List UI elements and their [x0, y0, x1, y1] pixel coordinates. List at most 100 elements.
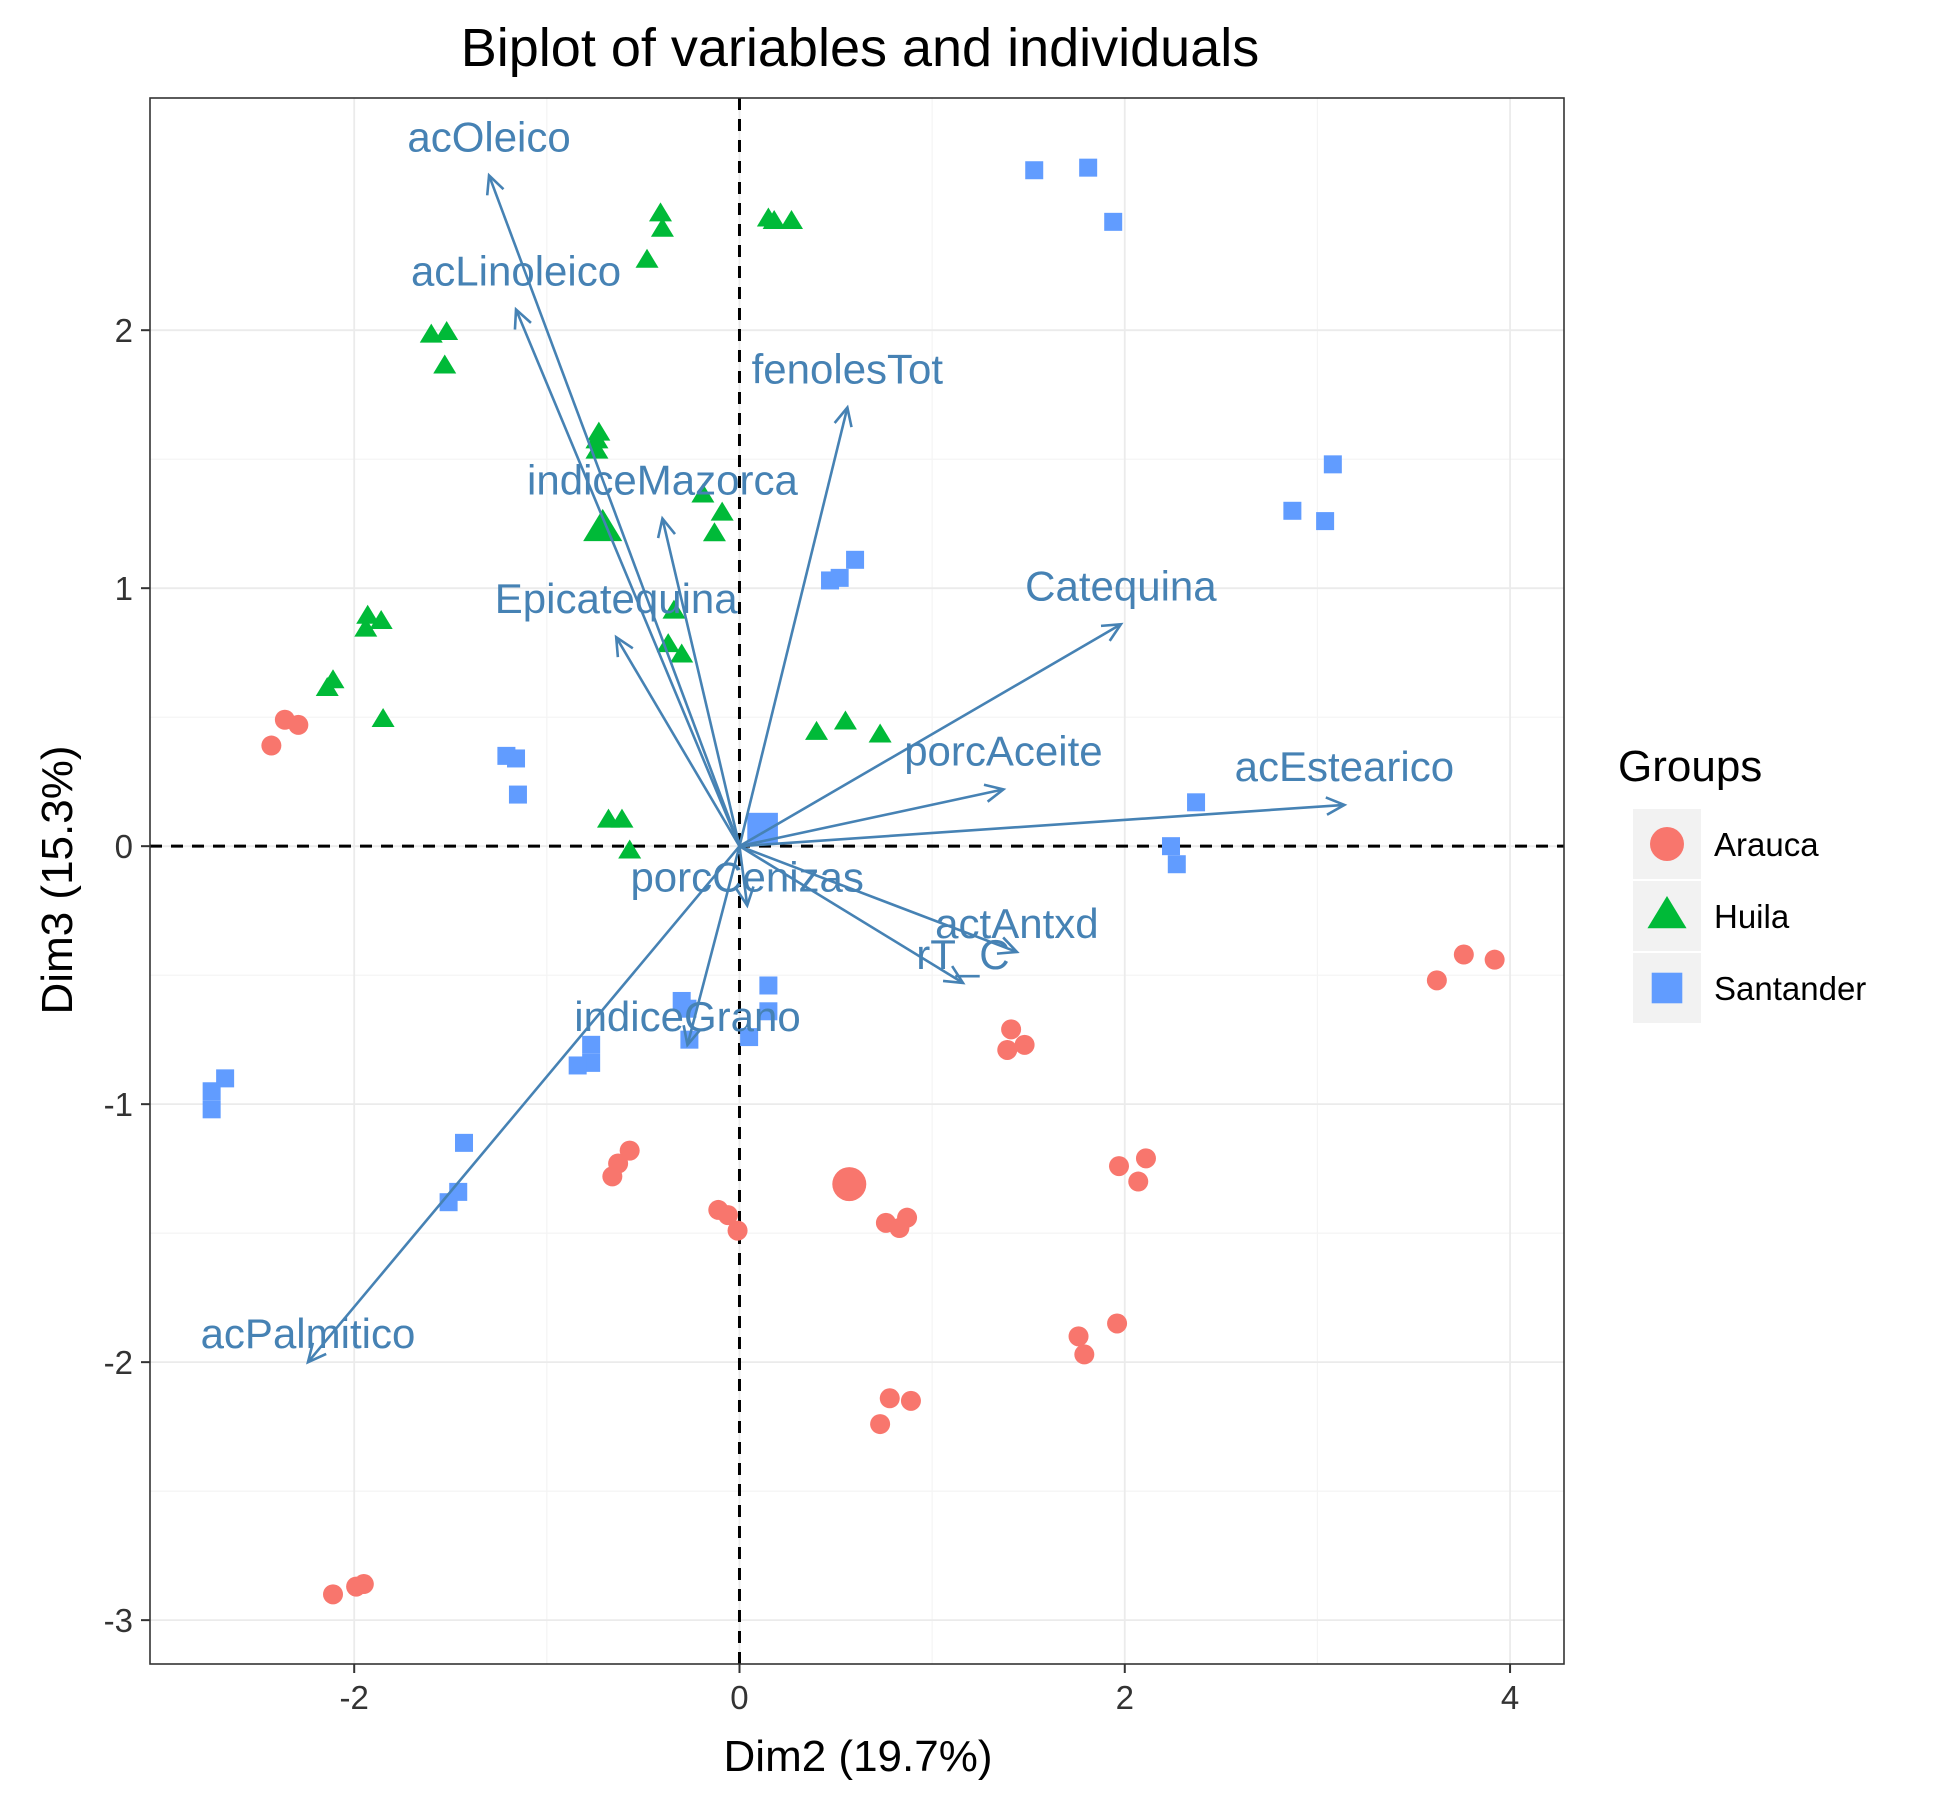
legend-circle-icon	[1650, 827, 1684, 861]
data-point	[780, 210, 804, 230]
data-point	[997, 1039, 1018, 1060]
data-point	[670, 643, 694, 663]
data-point	[371, 707, 395, 727]
data-point	[868, 723, 892, 743]
series-huila	[315, 202, 892, 859]
data-point	[507, 749, 526, 768]
legend-label: Arauca	[1714, 826, 1819, 863]
data-point	[618, 839, 642, 859]
arrow-head	[682, 1024, 702, 1048]
arrow-head	[485, 172, 505, 196]
data-point	[568, 1056, 587, 1075]
data-point	[846, 550, 865, 569]
arrow-head	[996, 936, 1020, 955]
variable-label: Catequina	[1025, 562, 1217, 609]
data-point	[740, 1028, 759, 1047]
variable-label: porcCenizas	[630, 854, 863, 901]
arrow-head	[942, 965, 966, 985]
variable-label: acLinoleico	[411, 248, 621, 295]
data-point	[656, 633, 680, 653]
data-point	[678, 999, 697, 1018]
x-tick-label: 2	[1116, 1679, 1134, 1716]
data-point	[870, 1414, 891, 1435]
data-point	[585, 429, 609, 449]
variable-label: acPalmitico	[201, 1310, 416, 1357]
arrow-shaft	[615, 636, 741, 847]
legend-label: Huila	[1714, 898, 1790, 935]
group-centroid	[583, 508, 623, 542]
arrow-head	[1325, 796, 1348, 816]
series-santander	[202, 158, 1342, 1212]
variable-label: acEstearico	[1235, 743, 1454, 790]
variable-indiceGrano: indiceGrano	[574, 845, 801, 1048]
variable-rT_C: rT_C	[738, 845, 1010, 985]
data-point	[1107, 1313, 1128, 1334]
legend: Groups Arauca Huila Santander	[1618, 742, 1866, 1025]
data-point	[323, 1584, 344, 1605]
legend-label: Santander	[1714, 970, 1866, 1007]
variable-actAntxd: actAntxd	[739, 844, 1099, 955]
x-tick-label: 0	[730, 1679, 748, 1716]
data-point	[1323, 455, 1342, 474]
variable-porcCenizas: porcCenizas	[630, 846, 864, 909]
arrow-head	[983, 783, 1007, 803]
group-centroid	[832, 1167, 867, 1202]
data-point	[1104, 212, 1123, 231]
data-point	[585, 439, 609, 459]
data-point	[1068, 1326, 1089, 1347]
variable-label: actAntxd	[935, 900, 1098, 947]
data-point	[1025, 161, 1044, 180]
data-point	[710, 501, 734, 521]
arrow-shaft	[686, 845, 741, 1046]
data-point	[879, 1388, 900, 1409]
data-point	[900, 1390, 921, 1411]
data-point	[650, 217, 674, 237]
data-point	[1283, 501, 1302, 520]
variable-acLinoleico: acLinoleico	[411, 248, 741, 847]
data-point	[762, 210, 786, 230]
legend-square-icon	[1651, 972, 1683, 1004]
arrow-shaft	[738, 845, 964, 985]
arrow-head	[833, 404, 853, 428]
data-point	[433, 354, 457, 374]
data-point	[1167, 855, 1186, 874]
data-point	[321, 669, 345, 689]
arrow-shaft	[738, 623, 1122, 848]
data-point	[369, 609, 393, 629]
arrow-head	[306, 1342, 327, 1365]
data-point	[805, 720, 829, 740]
data-point	[354, 617, 378, 637]
data-point	[897, 1207, 918, 1228]
y-tick-label: -3	[104, 1602, 133, 1639]
data-point	[759, 1002, 778, 1021]
data-point	[610, 808, 634, 828]
data-point	[691, 483, 715, 503]
arrow-shaft	[514, 309, 741, 847]
x-tick-label: -2	[340, 1679, 369, 1716]
legend-triangle-icon	[1647, 895, 1687, 929]
arrow-shaft	[738, 407, 849, 847]
legend-title: Groups	[1618, 742, 1762, 791]
grid	[150, 98, 1564, 1664]
variable-acEstearico: acEstearico	[739, 743, 1454, 848]
arrow-head	[1100, 622, 1124, 642]
variable-label: porcAceite	[904, 727, 1102, 774]
y-tick-label: 2	[115, 312, 133, 349]
data-point	[353, 1574, 374, 1595]
variable-label: acOleico	[407, 113, 570, 160]
data-point	[435, 320, 459, 340]
data-point	[717, 1205, 738, 1226]
variable-label: rT_C	[916, 931, 1009, 978]
data-point	[635, 248, 659, 268]
x-tick-label: 4	[1501, 1679, 1519, 1716]
data-point	[1316, 512, 1335, 531]
variable-fenolesTot: fenolesTot	[738, 346, 943, 847]
arrow-shaft	[661, 518, 741, 847]
variable-label: indiceMazorca	[527, 457, 798, 504]
variable-Epicatequina: Epicatequina	[495, 575, 741, 847]
variable-acPalmitico: acPalmitico	[201, 845, 741, 1365]
variable-acOleico: acOleico	[407, 113, 741, 847]
arrow-head	[656, 515, 677, 539]
arrow-head	[735, 886, 755, 909]
